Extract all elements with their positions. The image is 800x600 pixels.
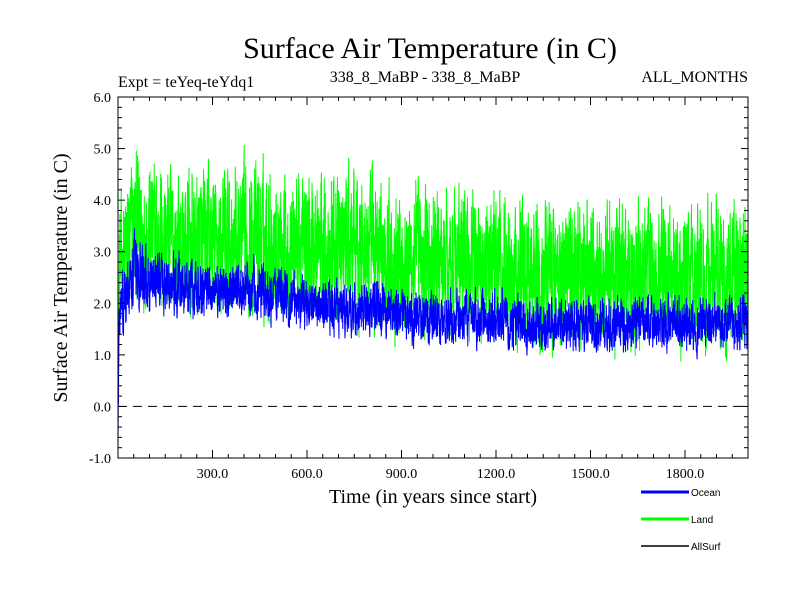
y-tick-label: 0.0 [94, 400, 112, 415]
y-axis: -1.0 0.0 1.0 2.0 3.0 4.0 5.0 6.0 [89, 91, 748, 467]
x-tick-label: 900.0 [386, 467, 418, 482]
subtitle-left: Expt = teYeq-teYdq1 [118, 74, 254, 91]
subtitle-center: 338_8_MaBP - 338_8_MaBP [330, 69, 521, 86]
y-tick-label: -1.0 [89, 452, 111, 467]
line-ocean [117, 228, 749, 448]
x-tick-label: 1200.0 [477, 467, 516, 482]
series-ocean [117, 228, 749, 448]
legend-label-land: Land [691, 515, 713, 526]
y-tick-label: 3.0 [94, 246, 112, 261]
x-axis: 300.0 600.0 900.0 1200.0 1500.0 1800.0 [133, 97, 733, 482]
y-tick-label: 1.0 [94, 349, 112, 364]
series-land [117, 144, 749, 403]
chart-title: Surface Air Temperature (in C) [243, 32, 617, 65]
plot-area [117, 144, 749, 448]
y-tick-label: 6.0 [94, 91, 112, 106]
subtitle-right: ALL_MONTHS [641, 69, 748, 86]
x-tick-label: 1800.0 [666, 467, 705, 482]
legend-label-ocean: Ocean [691, 488, 720, 499]
legend: Ocean Land AllSurf [641, 488, 721, 553]
x-tick-label: 1500.0 [571, 467, 610, 482]
y-tick-label: 4.0 [94, 194, 112, 209]
y-tick-label: 5.0 [94, 143, 112, 158]
line-land [117, 144, 749, 403]
x-axis-label: Time (in years since start) [329, 486, 537, 508]
legend-label-allsurf: AllSurf [691, 542, 721, 553]
y-tick-label: 2.0 [94, 297, 112, 312]
x-tick-label: 600.0 [291, 467, 323, 482]
x-tick-label: 300.0 [197, 467, 229, 482]
y-axis-label: Surface Air Temperature (in C) [50, 153, 72, 402]
